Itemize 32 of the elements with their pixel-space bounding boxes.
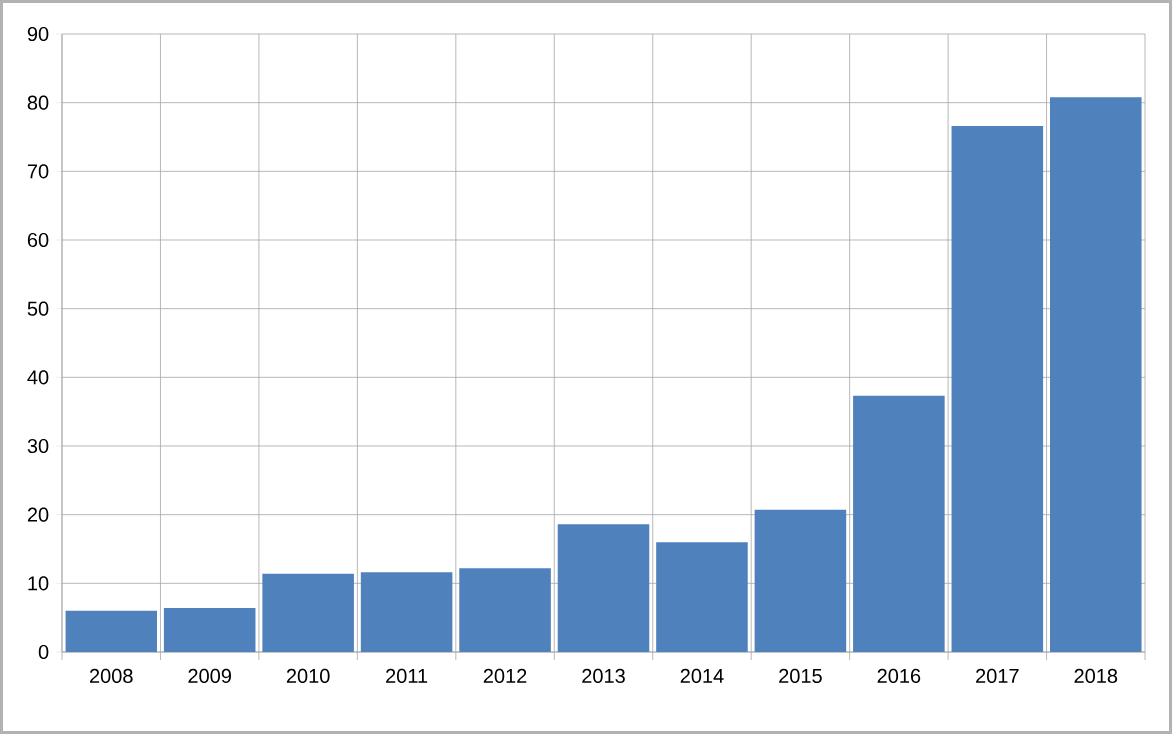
y-tick-label: 10 [28, 576, 49, 591]
bar [163, 608, 256, 652]
bar [262, 573, 354, 652]
bar [1050, 97, 1142, 652]
bar [65, 610, 158, 652]
x-tick-label: 2009 [188, 668, 231, 684]
y-tick-label: 20 [27, 507, 49, 522]
bar [459, 568, 551, 652]
x-tick-label: 2017 [976, 668, 1019, 684]
bar [853, 395, 945, 652]
x-tick-label: 2013 [582, 668, 625, 684]
x-tick-label: 2010 [286, 668, 330, 684]
y-tick-label: 80 [27, 95, 49, 110]
x-tick-label: 2011 [386, 668, 428, 684]
bar [557, 524, 650, 652]
x-tick-label: 2018 [1074, 668, 1118, 684]
x-tick-label: 2014 [680, 668, 724, 684]
y-tick-label: 30 [27, 438, 49, 454]
x-tick-label: 2008 [89, 668, 133, 684]
x-tick-label: 2016 [877, 668, 921, 684]
y-tick-label: 60 [27, 232, 49, 248]
y-tick-label: 0 [38, 644, 49, 660]
bar [754, 509, 847, 652]
x-tick-label: 2012 [483, 668, 527, 684]
y-tick-label: 50 [27, 301, 49, 316]
y-tick-label: 90 [27, 26, 49, 42]
bar [656, 542, 748, 652]
x-tick-label: 2015 [779, 668, 822, 684]
y-tick-label: 70 [27, 164, 49, 179]
y-tick-label: 40 [27, 370, 49, 385]
bar [360, 572, 453, 652]
bar [951, 126, 1044, 652]
